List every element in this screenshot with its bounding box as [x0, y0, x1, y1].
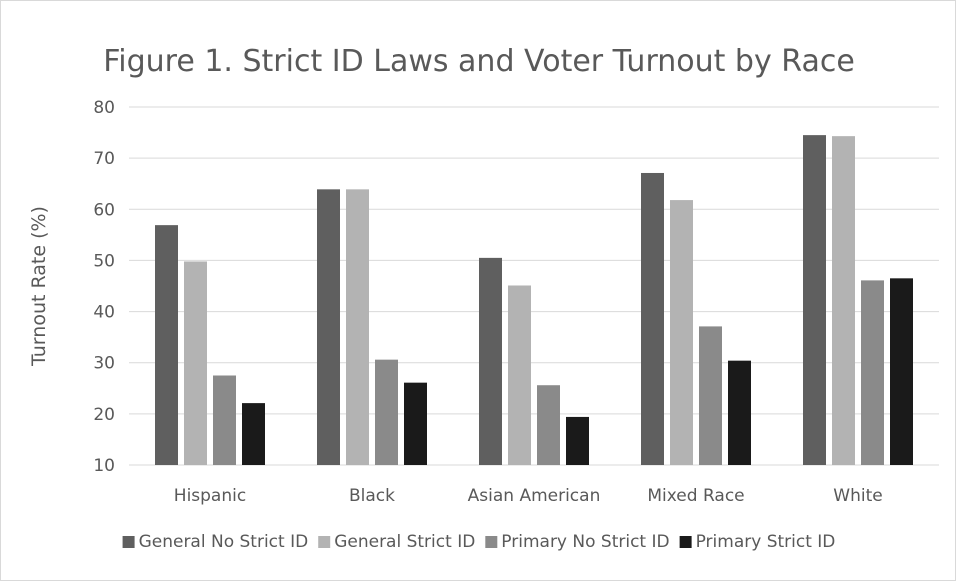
bar [375, 359, 398, 465]
bar [155, 225, 178, 465]
y-tick-label: 50 [93, 251, 115, 271]
bar [803, 135, 826, 465]
y-tick-label: 80 [93, 98, 115, 118]
x-tick-label: Asian American [468, 486, 601, 506]
bar [537, 385, 560, 465]
legend-swatch [679, 536, 692, 548]
bar [346, 189, 369, 465]
legend: General No Strict ID General Strict ID Pri… [122, 532, 836, 552]
bar [566, 416, 589, 465]
legend-label: General No Strict ID [139, 532, 309, 552]
x-tick-label: Mixed Race [647, 486, 744, 506]
y-tick-label: 10 [93, 456, 115, 476]
chart-title: Figure 1. Strict ID Laws and Voter Turno… [103, 44, 855, 79]
legend-label: Primary No Strict ID [501, 532, 669, 552]
bar [479, 257, 502, 465]
y-axis-ticks: 10 20 30 40 50 60 70 80 [93, 98, 115, 476]
y-tick-label: 40 [93, 303, 115, 323]
legend-swatch [318, 536, 331, 548]
bar [832, 136, 855, 465]
bar [641, 172, 664, 465]
x-tick-label: White [833, 486, 882, 506]
bar [242, 403, 265, 465]
legend-item: General No Strict ID [122, 532, 309, 552]
legend-item: Primary Strict ID [679, 532, 836, 552]
legend-item: Primary No Strict ID [485, 532, 670, 552]
bar [317, 189, 340, 465]
bar [508, 285, 531, 465]
bar [890, 278, 913, 465]
y-tick-label: 60 [93, 200, 115, 220]
bar [184, 261, 207, 465]
bar [861, 280, 884, 465]
legend-item: General Strict ID [318, 532, 475, 552]
legend-label: General Strict ID [334, 532, 475, 552]
y-tick-label: 70 [93, 149, 115, 169]
x-axis-ticks: Hispanic Black Asian American Mixed Race Whi… [174, 486, 883, 506]
x-tick-label: Hispanic [174, 486, 246, 506]
bar [404, 382, 427, 465]
bar [699, 326, 722, 465]
legend-swatch [122, 536, 135, 548]
bar [728, 360, 751, 465]
bar [213, 375, 236, 465]
y-axis-title: Turnout Rate (%) [28, 206, 50, 367]
legend-label: Primary Strict ID [696, 532, 836, 552]
legend-swatch [485, 536, 498, 548]
bar [670, 200, 693, 465]
x-tick-label: Black [349, 486, 395, 506]
y-tick-label: 30 [93, 354, 115, 374]
y-tick-label: 20 [93, 405, 115, 425]
bars [155, 135, 913, 465]
